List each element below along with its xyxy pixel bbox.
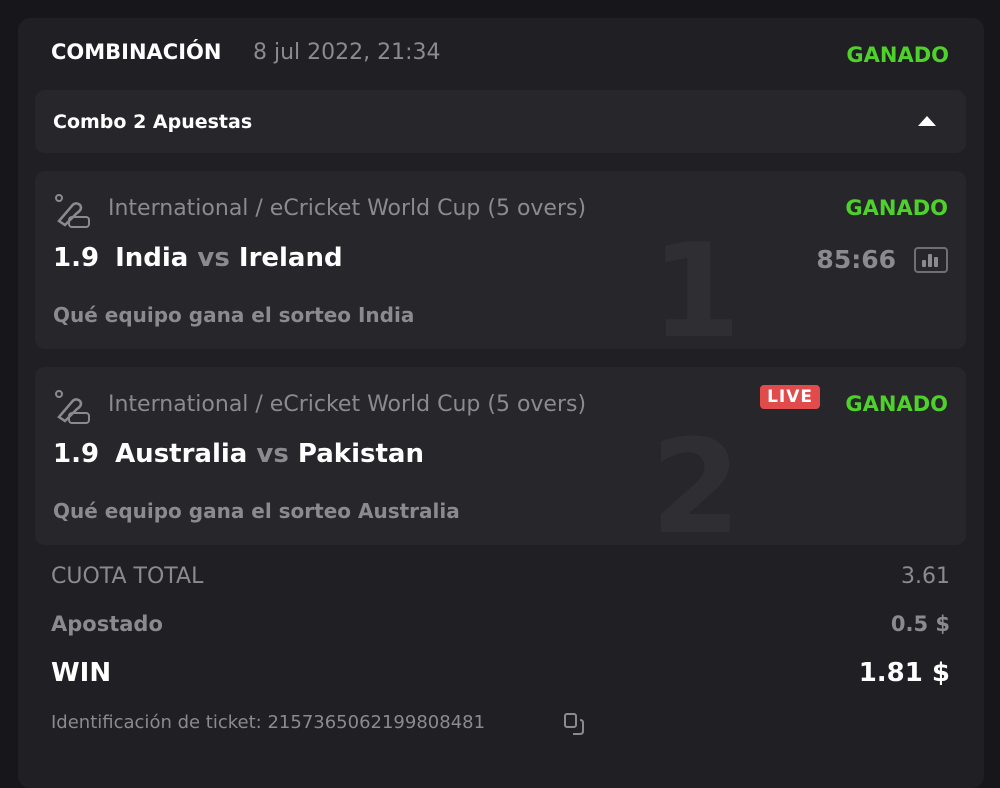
bet-pick: Qué equipo gana el sorteo India — [53, 303, 415, 327]
league-name: International / eCricket World Cup (5 ov… — [108, 196, 587, 221]
league-name: International / eCricket World Cup (5 ov… — [108, 392, 587, 417]
bar-chart-icon — [922, 254, 938, 267]
bet-index: 1 — [650, 215, 741, 349]
bet-type-title: COMBINACIÓN — [51, 40, 222, 64]
away-team: Pakistan — [297, 439, 424, 469]
bet-odd: 1.9 — [53, 439, 100, 469]
bet-pick: Qué equipo gana el sorteo Australia — [53, 499, 460, 523]
ticket-status: GANADO — [846, 43, 949, 67]
triangle-up-icon — [918, 116, 936, 126]
stake-label: Apostado — [51, 612, 163, 636]
stats-button[interactable] — [914, 247, 948, 273]
ecricket-icon — [55, 390, 90, 424]
bet-odd: 1.9 — [53, 243, 100, 273]
ecricket-icon — [55, 194, 90, 228]
bet-status: GANADO — [845, 196, 948, 220]
home-team: India — [115, 243, 189, 273]
match-line: 1.9 Australia vs Pakistan — [53, 439, 424, 469]
win-label: WIN — [51, 658, 112, 688]
match-score: 85:66 — [816, 245, 896, 274]
copy-icon[interactable] — [563, 712, 587, 736]
match-line: 1.9 India vs Ireland — [53, 243, 343, 273]
away-team: Ireland — [238, 243, 343, 273]
bet-date: 8 jul 2022, 21:34 — [253, 40, 441, 65]
live-badge: LIVE — [760, 385, 820, 409]
total-odds-value: 3.61 — [901, 564, 950, 589]
combo-label: Combo 2 Apuestas — [53, 111, 253, 133]
ticket-id: Identificación de ticket: 21573650621998… — [51, 712, 486, 733]
total-odds-label: CUOTA TOTAL — [51, 564, 204, 589]
combo-toggle[interactable]: Combo 2 Apuestas — [35, 90, 966, 153]
bet-status: GANADO — [845, 392, 948, 416]
stake-value: 0.5 $ — [890, 612, 950, 636]
home-team: Australia — [115, 439, 248, 469]
bet-ticket-card: COMBINACIÓN 8 jul 2022, 21:34 GANADO Com… — [18, 18, 984, 788]
win-value: 1.81 $ — [858, 658, 950, 688]
bet-card: 2 International / eCricket World Cup (5 … — [35, 367, 966, 545]
vs-label: vs — [256, 439, 289, 469]
bet-card: 1 International / eCricket World Cup (5 … — [35, 171, 966, 349]
bet-index: 2 — [650, 411, 741, 545]
vs-label: vs — [197, 243, 230, 273]
